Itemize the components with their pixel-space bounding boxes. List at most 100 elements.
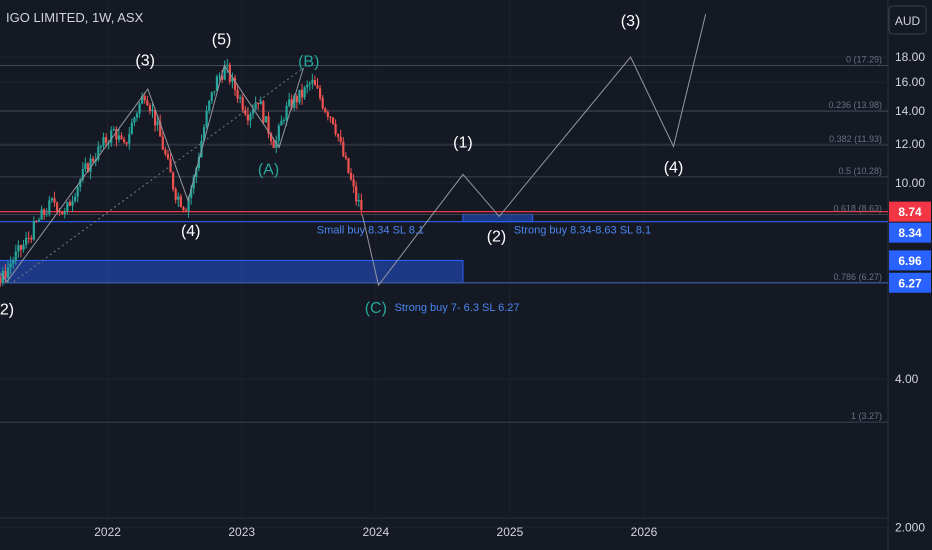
currency-button-frame[interactable] bbox=[888, 5, 927, 35]
candle-down[interactable] bbox=[339, 129, 342, 145]
candle-up[interactable] bbox=[282, 117, 286, 125]
candle-up[interactable] bbox=[288, 92, 291, 108]
candle-down[interactable] bbox=[313, 75, 317, 86]
candle-down[interactable] bbox=[262, 99, 265, 125]
candle-down[interactable] bbox=[0, 275, 2, 287]
candle-down[interactable] bbox=[267, 112, 270, 139]
candle-down[interactable] bbox=[324, 107, 327, 114]
candle-down[interactable] bbox=[68, 199, 72, 207]
candle-up[interactable] bbox=[311, 73, 314, 90]
candle-up[interactable] bbox=[133, 116, 136, 127]
candle-up[interactable] bbox=[249, 112, 252, 128]
candle-down[interactable] bbox=[269, 131, 273, 145]
candle-down[interactable] bbox=[233, 74, 237, 96]
candle-up[interactable] bbox=[280, 115, 283, 126]
price-axis[interactable]: 18.00 16.00 14.00 12.00 10.00 4.00 2.000 bbox=[895, 50, 925, 534]
candle-up[interactable] bbox=[213, 91, 216, 96]
candle-up[interactable] bbox=[239, 94, 242, 104]
candle-down[interactable] bbox=[342, 137, 345, 158]
candle-up[interactable] bbox=[223, 60, 226, 81]
candle-down[interactable] bbox=[159, 114, 162, 137]
candle-up[interactable] bbox=[45, 208, 48, 217]
candle-down[interactable] bbox=[27, 231, 30, 244]
candle-down[interactable] bbox=[43, 208, 46, 220]
candle-up[interactable] bbox=[226, 58, 229, 74]
candle-up[interactable] bbox=[22, 239, 25, 253]
candle-up[interactable] bbox=[17, 240, 20, 258]
candle-up[interactable] bbox=[357, 193, 360, 207]
candle-down[interactable] bbox=[360, 193, 363, 216]
candle-up[interactable] bbox=[205, 105, 208, 129]
candle-down[interactable] bbox=[166, 149, 170, 160]
candle-down[interactable] bbox=[30, 235, 33, 244]
candle-up[interactable] bbox=[275, 135, 278, 154]
currency-button[interactable]: AUD bbox=[888, 5, 927, 35]
candle-up[interactable] bbox=[40, 205, 43, 220]
candle-up[interactable] bbox=[210, 91, 213, 104]
candle-up[interactable] bbox=[308, 81, 311, 91]
candle-up[interactable] bbox=[97, 141, 100, 162]
candle-down[interactable] bbox=[352, 174, 355, 194]
candle-down[interactable] bbox=[331, 117, 335, 126]
candle-down[interactable] bbox=[334, 119, 337, 137]
candle-up[interactable] bbox=[215, 74, 219, 92]
candle-up[interactable] bbox=[63, 207, 66, 219]
candle-down[interactable] bbox=[115, 126, 118, 147]
candle-down[interactable] bbox=[179, 193, 182, 208]
candle-down[interactable] bbox=[236, 83, 239, 103]
currency-button-label[interactable]: AUD bbox=[895, 14, 921, 28]
candle-down[interactable] bbox=[347, 157, 350, 174]
candle-down[interactable] bbox=[246, 107, 249, 126]
candle-down[interactable] bbox=[244, 105, 247, 117]
candle-down[interactable] bbox=[318, 85, 322, 101]
candle-down[interactable] bbox=[61, 211, 64, 215]
candle-down[interactable] bbox=[92, 155, 95, 164]
candle-down[interactable] bbox=[19, 244, 23, 258]
candle-down[interactable] bbox=[104, 132, 108, 148]
candle-down[interactable] bbox=[321, 95, 324, 111]
candle-down[interactable] bbox=[300, 83, 304, 105]
candle-down[interactable] bbox=[174, 187, 177, 204]
candle-up[interactable] bbox=[110, 126, 113, 147]
candle-up[interactable] bbox=[79, 177, 82, 192]
candle-up[interactable] bbox=[71, 195, 74, 213]
candle-down[interactable] bbox=[326, 110, 329, 121]
candle-down[interactable] bbox=[182, 205, 185, 213]
candle-up[interactable] bbox=[141, 92, 144, 105]
candle-up[interactable] bbox=[218, 72, 221, 81]
candle-down[interactable] bbox=[153, 109, 157, 132]
candle-down[interactable] bbox=[146, 95, 149, 106]
candle-up[interactable] bbox=[298, 89, 301, 105]
candle-up[interactable] bbox=[66, 201, 69, 215]
candle-up[interactable] bbox=[50, 196, 53, 203]
candle-up[interactable] bbox=[177, 192, 180, 207]
candle-up[interactable] bbox=[306, 80, 309, 94]
candle-down[interactable] bbox=[316, 78, 319, 90]
candle-up[interactable] bbox=[12, 256, 15, 269]
candle-down[interactable] bbox=[172, 171, 175, 192]
time-axis[interactable]: 202120222023202420252026 bbox=[0, 525, 658, 539]
candle-up[interactable] bbox=[117, 128, 121, 143]
candle-up[interactable] bbox=[6, 260, 10, 284]
candle-up[interactable] bbox=[251, 104, 255, 119]
candle-up[interactable] bbox=[231, 72, 234, 89]
candle-down[interactable] bbox=[53, 191, 56, 207]
candle-down[interactable] bbox=[257, 102, 260, 110]
candle-up[interactable] bbox=[99, 145, 102, 152]
candle-up[interactable] bbox=[156, 115, 159, 131]
candle-up[interactable] bbox=[208, 100, 211, 115]
candle-up[interactable] bbox=[9, 256, 12, 275]
candle-up[interactable] bbox=[112, 126, 115, 131]
candle-up[interactable] bbox=[14, 244, 17, 265]
candle-down[interactable] bbox=[295, 93, 298, 110]
candle-down[interactable] bbox=[125, 141, 128, 147]
candle-up[interactable] bbox=[135, 111, 139, 122]
candle-down[interactable] bbox=[123, 136, 126, 144]
candle-up[interactable] bbox=[84, 157, 87, 173]
candle-up[interactable] bbox=[151, 102, 154, 118]
candle-down[interactable] bbox=[148, 102, 151, 115]
candle-up[interactable] bbox=[138, 101, 141, 118]
candle-down[interactable] bbox=[241, 93, 244, 113]
